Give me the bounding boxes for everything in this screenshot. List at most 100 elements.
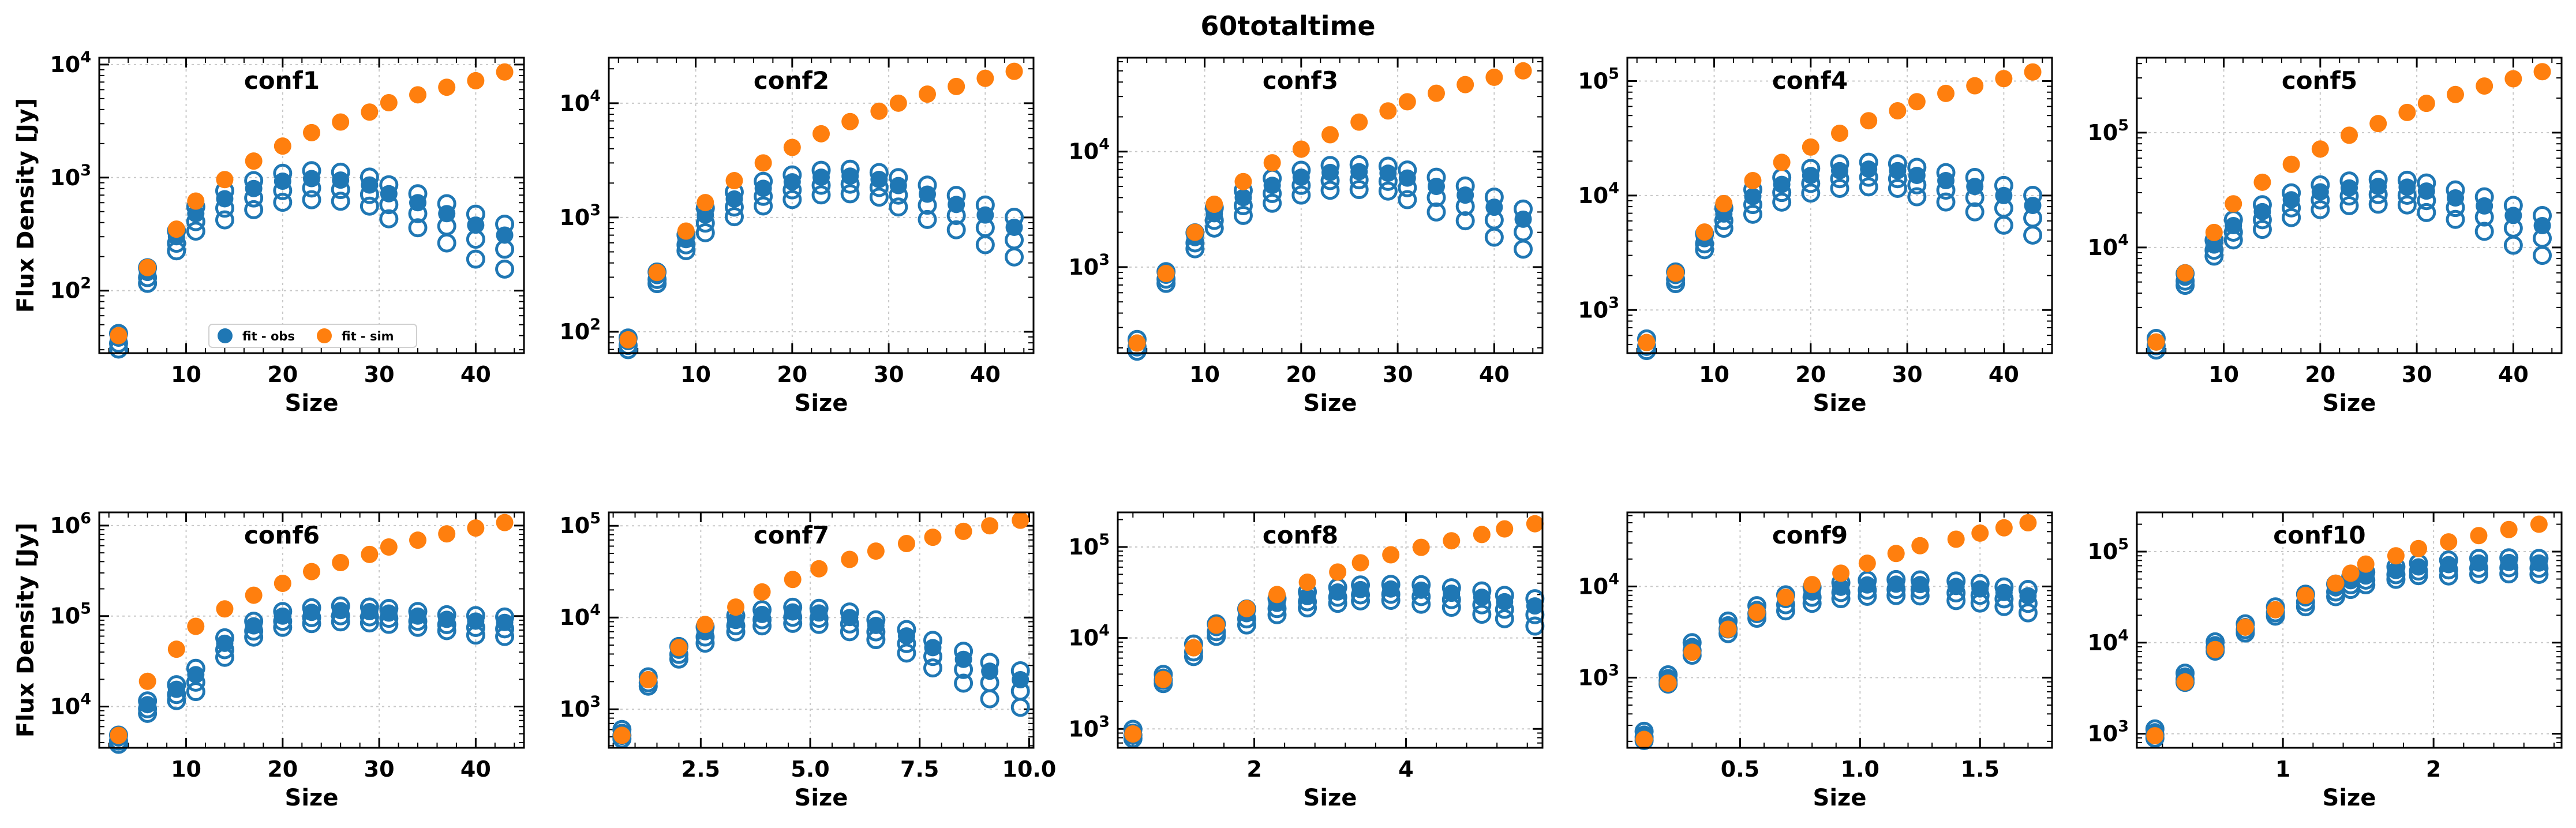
sim-point (1485, 68, 1503, 86)
sim-point (1351, 554, 1369, 572)
sim-point (784, 571, 802, 589)
obs-point (467, 612, 485, 630)
sim-point (919, 85, 936, 103)
sim-point (409, 531, 426, 549)
subplot-conf4: 10 20 30 40 103 104 105 conf4 Size (1578, 57, 2053, 417)
obs-hollow-point (2023, 225, 2043, 245)
obs-point (380, 185, 398, 203)
obs-hollow-point (954, 673, 974, 693)
obs-point (1012, 670, 1029, 688)
obs-point (2387, 561, 2405, 579)
sim-point (438, 78, 456, 96)
sim-point (167, 640, 185, 658)
sim-point (841, 550, 859, 568)
sim-point (1012, 511, 1029, 529)
axes-frame (1626, 57, 2053, 354)
sim-point (954, 522, 972, 540)
obs-hollow-point (302, 190, 321, 209)
obs-hollow-point (1772, 192, 1792, 212)
x-tick-label: 40 (460, 362, 491, 387)
obs-point (438, 610, 456, 628)
panel-title: conf5 (2282, 66, 2357, 95)
obs-point (2019, 587, 2037, 605)
x-tick-label: 40 (970, 362, 1001, 387)
y-tick-label: 106 (50, 509, 91, 538)
sim-point (981, 517, 999, 535)
obs-hollow-point (1514, 239, 1533, 259)
sim-point (2530, 515, 2548, 533)
sim-point (2282, 155, 2300, 173)
obs-point (976, 206, 994, 224)
sim-point (2357, 555, 2375, 573)
obs-point (1473, 589, 1491, 606)
obs-point (361, 176, 379, 194)
obs-hollow-point (2397, 195, 2417, 215)
obs-point (1773, 175, 1791, 193)
sim-point (138, 258, 156, 276)
axes-frame (608, 57, 1035, 354)
sim-point (1832, 564, 1850, 582)
sim-point (1443, 532, 1461, 550)
sim-point (727, 598, 745, 616)
obs-hollow-point (186, 222, 205, 241)
sim-point (1748, 604, 1766, 621)
obs-point (274, 172, 291, 190)
sim-point (2440, 533, 2458, 551)
obs-point (2311, 183, 2329, 201)
obs-point (1351, 580, 1369, 598)
obs-hollow-point (2311, 200, 2330, 219)
obs-hollow-point (244, 200, 264, 219)
obs-point (2024, 196, 2042, 214)
y-tick-label: 103 (1578, 661, 1619, 690)
obs-point (216, 634, 234, 652)
subplot-conf6: 10 20 30 40 104 105 106 conf6 Size Flux Density [… (13, 509, 525, 811)
obs-hollow-point (1472, 605, 1492, 624)
x-axis-label: Size (1813, 785, 1867, 811)
y-tick-label: 104 (559, 87, 601, 116)
obs-point (1911, 576, 1929, 594)
x-tick-label: 2 (2426, 756, 2441, 782)
x-axis-label: Size (1304, 785, 1357, 811)
x-tick-label: 10 (680, 362, 711, 387)
obs-point (784, 603, 802, 621)
sim-point (2311, 140, 2329, 158)
x-tick-label: 30 (364, 756, 395, 782)
panel-title: conf7 (754, 521, 829, 549)
sim-point (1715, 194, 1733, 212)
sim-point (1971, 524, 1989, 542)
sim-point (1398, 93, 1416, 111)
sim-point (1889, 102, 1907, 120)
sim-point (1635, 730, 1653, 748)
axes-frame (608, 511, 1035, 749)
sim-point (110, 726, 128, 744)
obs-point (2440, 556, 2458, 574)
sim-point (1350, 113, 1368, 131)
sim-point (409, 86, 426, 104)
obs-point (2530, 554, 2548, 572)
sim-point (1744, 172, 1762, 190)
sim-point (1908, 93, 1926, 111)
obs-point (981, 662, 999, 680)
sim-point (1773, 153, 1791, 171)
obs-point (2341, 179, 2358, 197)
x-tick-label: 30 (1892, 362, 1923, 387)
x-tick-label: 20 (1286, 362, 1316, 387)
sim-point (2206, 640, 2224, 658)
obs-hollow-point (1349, 180, 1369, 200)
obs-hollow-point (1859, 177, 1878, 197)
obs-point (1889, 162, 1907, 179)
panel-title: conf4 (1772, 66, 1848, 95)
sim-point (216, 600, 234, 618)
axes-frame (98, 57, 525, 354)
obs-hollow-point (897, 643, 916, 663)
y-tick-label: 105 (559, 509, 601, 538)
sim-point (619, 331, 637, 349)
y-tick-label: 103 (559, 201, 601, 230)
y-tick-label: 105 (1578, 65, 1619, 93)
sim-point (361, 103, 379, 121)
axes-frame (2136, 57, 2563, 354)
obs-point (948, 196, 965, 213)
obs-point (187, 666, 205, 684)
sim-point (303, 563, 320, 580)
sim-point (1321, 126, 1339, 144)
